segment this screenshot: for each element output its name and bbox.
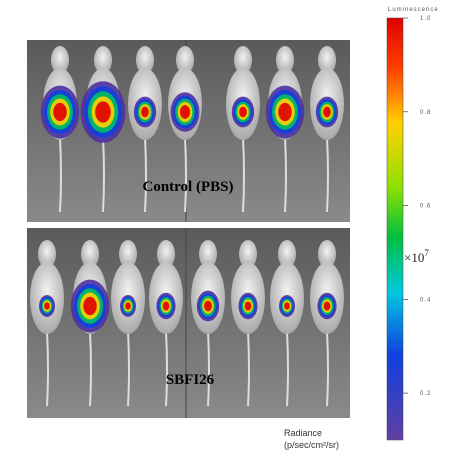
mouse-head — [81, 240, 99, 268]
tick-label: 0.6 — [420, 204, 431, 210]
tail — [89, 330, 92, 407]
mouse-head — [318, 46, 336, 74]
mouse-head — [176, 46, 194, 74]
unit: (p/sec/cm²/sr) — [284, 440, 339, 450]
signal — [179, 105, 191, 119]
tail — [46, 330, 49, 407]
mouse-head — [119, 240, 137, 268]
mouse-head — [318, 240, 336, 268]
signal — [83, 296, 97, 316]
tick-label: 1.0 — [420, 16, 431, 22]
tail — [326, 136, 329, 213]
mouse-head — [278, 240, 296, 268]
mouse-head — [38, 240, 56, 268]
mouse-head — [94, 46, 112, 74]
tail — [284, 136, 287, 213]
colorbar — [386, 17, 404, 441]
mouse-head — [276, 46, 294, 74]
signal — [95, 101, 111, 123]
tail — [242, 136, 245, 213]
colorbar-title: Luminescence — [388, 7, 439, 13]
tail — [286, 330, 289, 407]
mice — [30, 46, 344, 407]
tick-label: 0.8 — [420, 110, 431, 116]
multiplier: ×107 — [404, 248, 429, 265]
signal — [125, 302, 131, 310]
signal — [239, 106, 247, 118]
signal — [53, 102, 67, 122]
tail — [127, 330, 130, 407]
signal — [162, 301, 170, 311]
mouse-head — [239, 240, 257, 268]
mouse-head — [234, 46, 252, 74]
signal — [323, 106, 331, 118]
tail — [247, 330, 250, 407]
tick-label: 0.4 — [420, 297, 431, 303]
mouse-head — [136, 46, 154, 74]
mouse-head — [51, 46, 69, 74]
signal — [244, 301, 252, 311]
unit-title: Radiance — [284, 428, 322, 438]
tail — [59, 136, 62, 213]
tail — [326, 330, 329, 407]
mouse-head — [199, 240, 217, 268]
tail — [184, 136, 187, 213]
tail — [144, 136, 147, 213]
panel-label: SBFI26 — [166, 372, 215, 388]
panel-label: Control (PBS) — [143, 179, 234, 195]
tail — [165, 330, 168, 407]
signal — [323, 301, 331, 311]
tail — [102, 136, 105, 213]
tick-label: 0.2 — [420, 391, 431, 397]
signal — [44, 302, 50, 310]
signal — [284, 302, 290, 310]
signal — [204, 300, 212, 312]
mouse-head — [157, 240, 175, 268]
signal — [278, 102, 292, 122]
signal — [141, 106, 149, 118]
tail — [207, 330, 210, 407]
